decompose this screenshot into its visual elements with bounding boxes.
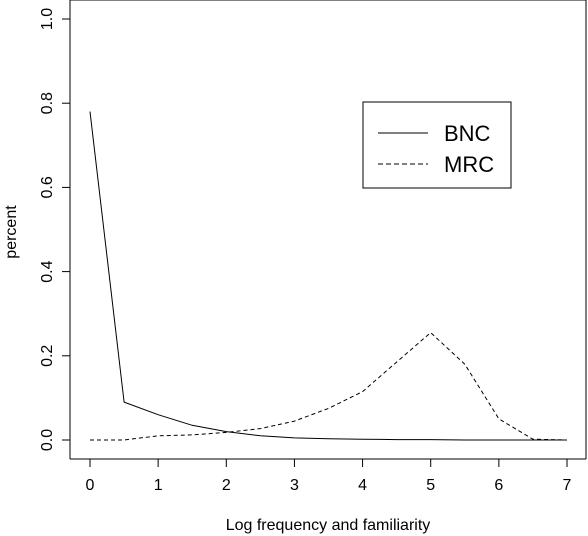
x-axis-title: Log frequency and familiarity [226,517,431,534]
y-tick-label: 0.0 [39,429,56,451]
y-axis-title: percent [3,205,20,259]
y-tick-label: 0.2 [39,345,56,367]
legend-label-mrc: MRC [444,152,494,177]
x-tick-label: 1 [154,477,163,494]
series-layer [89,111,568,441]
plot-area [69,0,587,460]
series-line-bnc [89,111,567,441]
x-tick-label: 2 [222,477,231,494]
x-tick-label: 0 [86,477,95,494]
x-tick-label: 7 [563,477,572,494]
y-axis: 0.0 0.2 0.4 0.6 0.8 1.0 [39,8,70,451]
x-axis: 0 1 2 3 4 5 6 7 [86,459,572,494]
x-tick-label: 3 [290,477,299,494]
y-tick-label: 0.6 [39,176,56,198]
legend-label-bnc: BNC [444,121,491,146]
legend: BNC MRC [362,101,512,189]
legend-box [362,101,512,189]
y-tick-label: 1.0 [39,8,56,30]
y-tick-label: 0.4 [39,260,56,282]
x-tick-label: 6 [494,477,503,494]
x-tick-label: 4 [358,477,367,494]
x-tick-label: 5 [426,477,435,494]
series-line-mrc [90,332,568,441]
y-tick-label: 0.8 [39,92,56,114]
